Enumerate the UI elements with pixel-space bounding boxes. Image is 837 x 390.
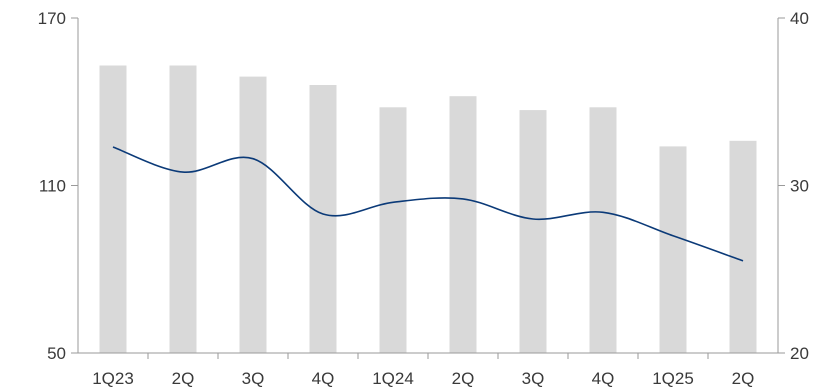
right-tick-label-0: 20 bbox=[790, 344, 809, 363]
x-tick-label-0: 1Q23 bbox=[92, 369, 134, 388]
bars-layer bbox=[99, 65, 757, 353]
left-tick-label-2: 170 bbox=[38, 9, 66, 28]
x-tick-label-5: 2Q bbox=[452, 369, 475, 388]
bar-9 bbox=[729, 140, 757, 353]
left-tick-label-1: 110 bbox=[39, 177, 66, 196]
x-tick-label-2: 3Q bbox=[242, 369, 265, 388]
line-series bbox=[112, 146, 744, 262]
bar-8 bbox=[659, 146, 687, 353]
bar-1 bbox=[169, 65, 197, 353]
bar-2 bbox=[239, 76, 267, 353]
x-tick-label-3: 4Q bbox=[312, 369, 335, 388]
x-tick-label-9: 2Q bbox=[732, 369, 755, 388]
bar-5 bbox=[449, 96, 477, 353]
bar-6 bbox=[519, 110, 547, 353]
bar-0 bbox=[99, 65, 127, 353]
x-tick-label-8: 1Q25 bbox=[652, 369, 694, 388]
right-tick-label-1: 30 bbox=[790, 177, 809, 196]
right-tick-label-2: 40 bbox=[790, 9, 809, 28]
x-tick-label-1: 2Q bbox=[172, 369, 195, 388]
axes-layer bbox=[71, 17, 785, 359]
x-tick-label-6: 3Q bbox=[522, 369, 545, 388]
x-tick-label-4: 1Q24 bbox=[372, 369, 414, 388]
bar-3 bbox=[309, 85, 337, 353]
x-tick-label-7: 4Q bbox=[592, 369, 615, 388]
bar-7 bbox=[589, 107, 617, 353]
left-tick-label-0: 50 bbox=[47, 344, 66, 363]
line-layer bbox=[112, 146, 744, 262]
labels-layer: 50 110 170 20 30 40 1Q23 2Q 3Q 4Q 1Q24 2Q 3Q 4Q 1Q25 2Q bbox=[38, 9, 809, 388]
bar-4 bbox=[379, 107, 407, 353]
